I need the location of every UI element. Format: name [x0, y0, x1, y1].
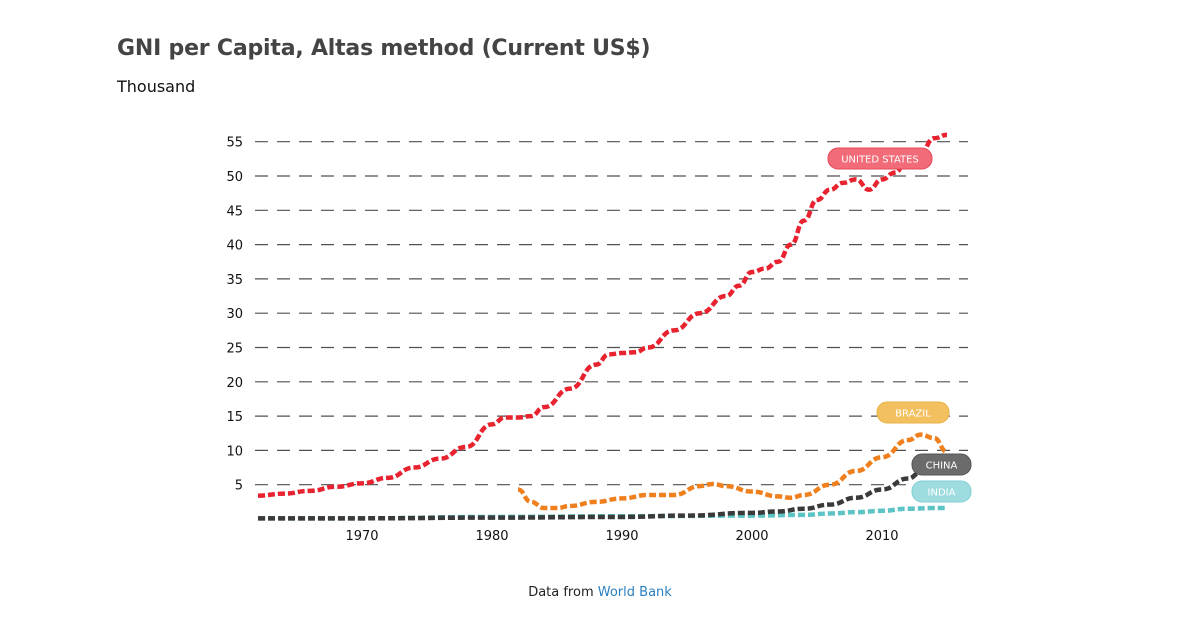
y-tick-label: 45: [226, 204, 243, 219]
y-tick-label: 55: [226, 136, 243, 151]
y-tick-label: 20: [226, 376, 243, 391]
x-tick-label: 1990: [605, 529, 638, 544]
y-axis: 5 10 15 20 25 30 35 40 45 50 55: [226, 136, 243, 494]
series-label-india: INDIA: [911, 480, 972, 503]
series-label-united-states: UNITED STATES: [827, 147, 933, 170]
x-axis: 1970 1980 1990 2000 2010: [345, 529, 898, 544]
label-pill: [876, 401, 950, 424]
x-tick-label: 2010: [865, 529, 898, 544]
x-tick-label: 1980: [475, 529, 508, 544]
source-prefix: Data from: [528, 585, 594, 600]
series-lines: [257, 132, 948, 521]
label-pill: [911, 480, 972, 503]
source-note: Data from World Bank: [0, 585, 1200, 600]
series-line-china: [258, 465, 935, 521]
series-label-brazil: BRAZIL: [876, 401, 950, 424]
y-tick-label: 50: [226, 170, 243, 185]
series-label-china: CHINA: [911, 453, 972, 476]
gridlines: [255, 141, 968, 486]
x-tick-label: 1970: [345, 529, 378, 544]
world-bank-link[interactable]: World Bank: [597, 585, 672, 600]
y-tick-label: 15: [226, 410, 243, 425]
y-tick-label: 30: [226, 307, 243, 322]
series-labels: UNITED STATES BRAZIL CHINA INDIA: [827, 147, 972, 503]
y-tick-label: 40: [226, 239, 243, 254]
label-pill: [911, 453, 972, 476]
label-pill: [827, 147, 933, 170]
y-tick-label: 25: [226, 342, 243, 357]
series-line-united-states: [257, 132, 948, 498]
y-tick-label: 10: [226, 444, 243, 459]
label-text: BRAZIL: [895, 409, 931, 420]
y-tick-label: 5: [235, 479, 243, 494]
x-tick-label: 2000: [735, 529, 768, 544]
y-tick-label: 35: [226, 273, 243, 288]
series-line-brazil: [517, 432, 948, 511]
chart-subtitle: Thousand: [117, 77, 196, 96]
label-text: CHINA: [926, 461, 958, 472]
label-text: UNITED STATES: [841, 155, 919, 166]
label-text: INDIA: [928, 488, 956, 499]
chart-title: GNI per Capita, Altas method (Current US…: [117, 36, 651, 61]
